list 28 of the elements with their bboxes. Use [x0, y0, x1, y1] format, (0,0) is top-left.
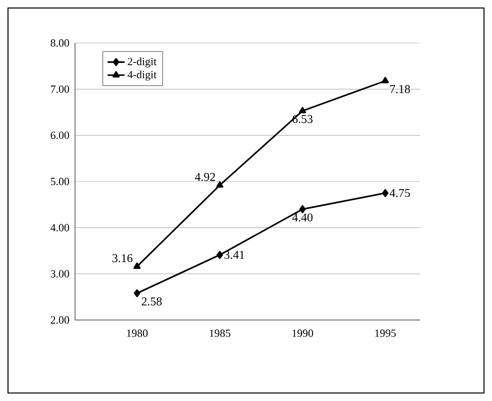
point — [299, 205, 306, 214]
data-label: 2.58 — [142, 297, 162, 306]
y-tick-label: 2.00 — [50, 316, 70, 324]
point — [133, 262, 141, 269]
legend-label: 2-digit — [128, 57, 157, 68]
x-tick-label: 1990 — [292, 330, 314, 337]
x-tick-label: 1995 — [375, 330, 396, 337]
data-label: 3.16 — [112, 254, 133, 262]
y-tick-label: 3.00 — [50, 270, 70, 278]
point — [216, 181, 224, 188]
y-tick-label: 6.00 — [50, 132, 70, 140]
legend-label: 4-digit — [128, 70, 157, 81]
y-tick-label: 5.00 — [50, 178, 70, 186]
point — [382, 189, 388, 198]
x-tick-label: 1985 — [210, 330, 230, 337]
point — [298, 106, 306, 114]
y-tick-label: 7.00 — [51, 85, 70, 93]
data-label: 4.75 — [390, 189, 410, 198]
x-tick-label: 1980 — [127, 330, 148, 337]
data-label: 7.18 — [390, 85, 410, 94]
point — [134, 289, 140, 298]
y-tick-label: 8.00 — [50, 39, 70, 47]
data-label: 4.92 — [194, 172, 215, 182]
y-tick-label: 4.00 — [50, 224, 70, 232]
data-label: 3.41 — [224, 250, 244, 259]
data-label: 4.40 — [292, 213, 313, 222]
point — [382, 76, 389, 84]
point — [216, 250, 223, 259]
